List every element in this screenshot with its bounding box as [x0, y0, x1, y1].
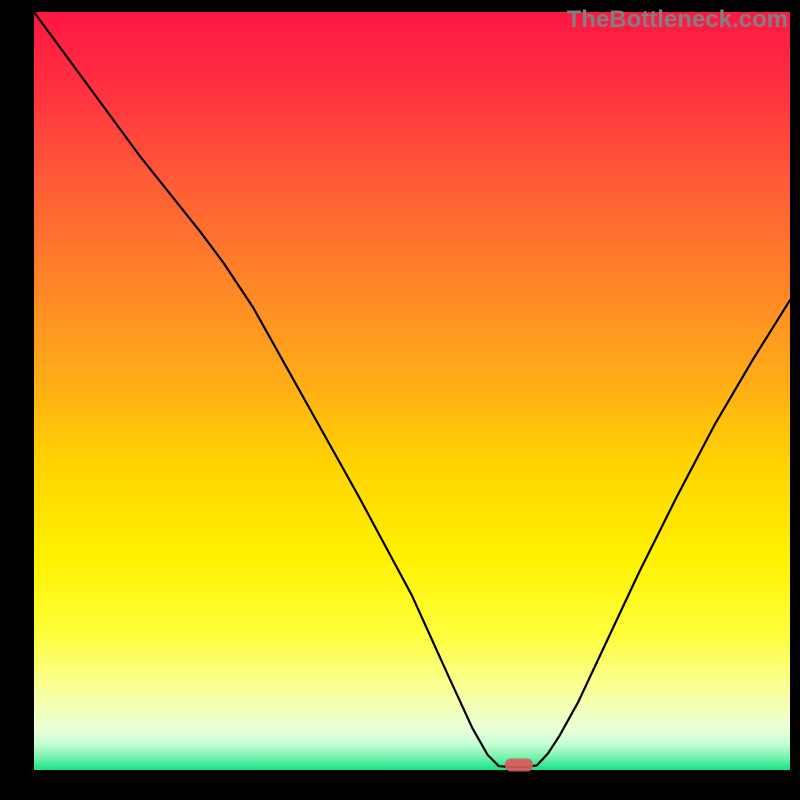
chart-frame: TheBottleneck.com: [0, 0, 800, 800]
bottleneck-curve: [34, 12, 790, 770]
plot-area: [34, 12, 790, 770]
watermark-text: TheBottleneck.com: [567, 6, 788, 34]
optimal-point-marker: [505, 759, 533, 772]
